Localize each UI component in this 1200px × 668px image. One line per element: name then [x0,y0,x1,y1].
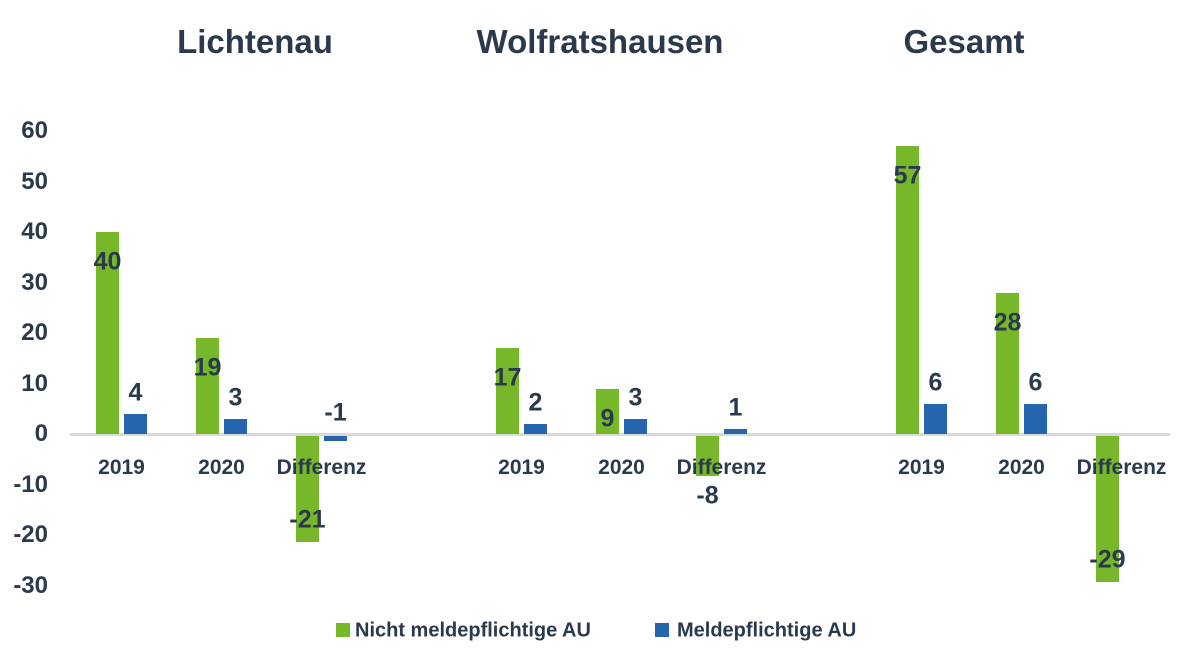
bar-nicht-meldepflichtige-au [296,436,319,543]
category-label: 2020 [598,456,645,479]
category-label: Differenz [676,456,767,479]
bar-value-label: 6 [1028,368,1043,397]
bar-meldepflichtige-au [224,418,247,434]
category-label: 2019 [98,456,145,479]
group-title-wolfratshausen: Wolfratshausen [476,23,724,60]
bar-meldepflichtige-au [1024,403,1047,434]
bar-value-label: -21 [289,505,326,534]
y-axis-tick-label: -30 [13,571,48,599]
y-axis-tick-label: 50 [21,167,48,195]
bar-nicht-meldepflichtige-au [496,348,519,434]
bar-value-label: 3 [628,383,643,412]
bar-value-label: -29 [1089,545,1126,574]
bar-value-label: 17 [493,363,522,392]
bar-value-label: 4 [128,378,143,407]
bar-value-label: -1 [324,398,347,427]
legend-label-meldepflichtige: Meldepflichtige AU [677,619,857,642]
bar-nicht-meldepflichtige-au [696,436,719,477]
bar-meldepflichtige-au [324,436,347,442]
group-title-gesamt: Gesamt [903,23,1025,60]
x-axis-line [70,433,1170,436]
legend-swatch-meldepflichtige-icon [655,623,669,637]
legend-label-nicht-meldepflichtige: Nicht meldepflichtige AU [355,619,591,642]
bar-value-label: 6 [928,368,943,397]
category-label: 2019 [498,456,545,479]
y-axis-tick-label: 60 [21,117,48,144]
bar-value-label: 2 [528,388,543,417]
bar-meldepflichtige-au [124,413,147,434]
bar-meldepflichtige-au [624,418,647,434]
category-label: Differenz [276,456,367,479]
bar-value-label: -8 [696,481,719,510]
y-axis-tick-label: -20 [13,521,48,548]
category-label: 2020 [198,456,245,479]
y-axis-tick-label: 10 [21,369,48,397]
bar-value-label: 3 [228,383,243,412]
bar-nicht-meldepflichtige-au [996,292,1019,434]
y-axis-tick-label: 30 [21,268,48,296]
bar-nicht-meldepflichtige-au [196,338,219,434]
category-label: Differenz [1076,456,1167,479]
bar-nicht-meldepflichtige-au [596,388,619,434]
bar-meldepflichtige-au [724,428,747,434]
y-axis-tick-label: 40 [21,218,48,245]
bar-nicht-meldepflichtige-au [1096,436,1119,583]
y-axis-tick-label: 20 [21,319,48,346]
bar-value-label: 40 [93,247,122,276]
group-title-lichtenau: Lichtenau [177,23,333,60]
bar-nicht-meldepflichtige-au [896,146,919,434]
bar-value-label: 9 [600,404,615,433]
category-label: 2019 [898,456,945,479]
bar-nicht-meldepflichtige-au [96,232,119,434]
y-axis-tick-label: 0 [34,420,48,447]
bar-meldepflichtige-au [524,423,547,434]
bar-value-label: 19 [193,353,222,382]
category-label: 2020 [998,456,1045,479]
legend-swatch-nicht-meldepflichtige-icon [336,623,350,637]
y-axis-tick-label: -10 [13,470,48,498]
bar-meldepflichtige-au [924,403,947,434]
bar-value-label: 57 [893,161,922,190]
bar-value-label: 28 [993,308,1022,337]
bar-value-label: 1 [728,393,743,422]
